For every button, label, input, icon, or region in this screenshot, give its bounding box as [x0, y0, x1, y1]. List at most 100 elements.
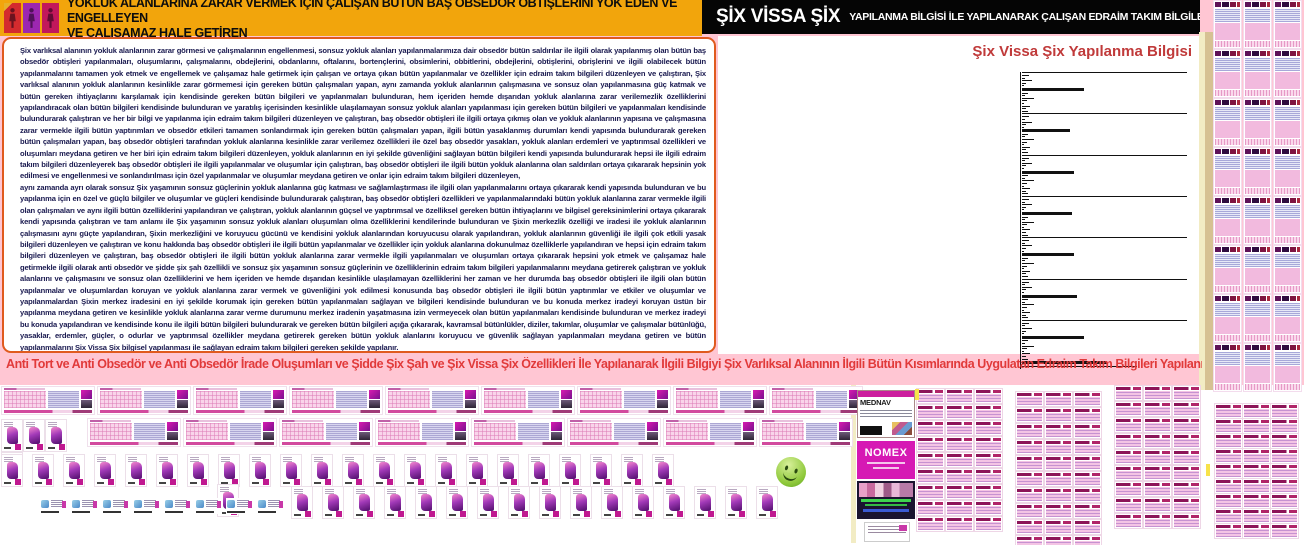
- thumbnail-header: [1244, 295, 1271, 302]
- mini-card-title-bar: [1046, 393, 1071, 396]
- mini-card-title-bar: [976, 454, 1001, 457]
- mini-card-body: [976, 474, 1001, 482]
- purple-figure-image: [669, 494, 680, 511]
- minimap-line: [1022, 226, 1024, 228]
- mini-card-body: [1145, 487, 1170, 495]
- listing-icon: [41, 500, 49, 508]
- thumbnail-body: [1215, 170, 1240, 187]
- mini-card-title-bar: [1244, 420, 1269, 423]
- thumbnail-header: [1244, 50, 1271, 57]
- thumbnail-header: [1274, 197, 1301, 204]
- mini-card-body: [1145, 503, 1170, 511]
- mini-card-body: [918, 458, 943, 466]
- mini-card-body: [1272, 514, 1297, 522]
- thumbnail-footer-grid: [1245, 237, 1270, 243]
- thumbnail-footer-bar: [282, 442, 370, 445]
- purple-figure-image: [441, 462, 452, 479]
- mini-card-title-bar: [1116, 515, 1141, 518]
- minimap-line: [1022, 328, 1032, 330]
- mini-card-title-bar: [1017, 489, 1042, 492]
- product-text-lines: [26, 422, 35, 427]
- mini-card-body: [1075, 429, 1100, 437]
- mini-card-thumbnail: [1215, 464, 1242, 478]
- thumbnail-footer-grid: [1245, 384, 1270, 390]
- thumbnail-footer-grid: [1275, 286, 1300, 292]
- minimap-line: [1022, 126, 1024, 128]
- mini-card-body: [1174, 487, 1199, 495]
- minimap-line: [1022, 319, 1187, 321]
- product-label: [252, 482, 259, 484]
- mini-card-body: [976, 522, 1001, 530]
- mini-card-thumbnail: [1074, 424, 1101, 438]
- mini-card-title-bar: [1075, 489, 1100, 492]
- mini-card-body: [1046, 525, 1071, 533]
- minimap-line: [1022, 361, 1107, 365]
- thumbnail-footer-grid: [1275, 188, 1300, 194]
- mini-card-body: [947, 522, 972, 530]
- mini-card-thumbnail: [946, 469, 973, 483]
- product-chip: [398, 511, 404, 517]
- mini-card-body: [1244, 514, 1269, 522]
- minimap-line: [1022, 345, 1034, 347]
- listing-icon: [227, 500, 235, 508]
- product-thumbnail: [292, 487, 312, 518]
- mini-card-body: [1075, 525, 1100, 533]
- thumbnail-body: [1275, 170, 1300, 187]
- mini-card-title-bar: [918, 502, 943, 505]
- product-chip: [15, 479, 21, 485]
- mini-card-thumbnail: [1115, 514, 1142, 528]
- thumbnail-text-block: [710, 423, 741, 440]
- mini-card-thumbnail: [1074, 440, 1101, 454]
- mini-card-body: [1046, 397, 1071, 405]
- minimap-line: [1022, 250, 1024, 252]
- product-text-lines: [325, 489, 334, 494]
- mini-card-title-bar: [947, 502, 972, 505]
- mini-card-title-bar: [1046, 537, 1071, 540]
- mini-card-body: [1075, 461, 1100, 469]
- mini-card-title-bar: [1272, 465, 1297, 468]
- thumbnail-body: [1275, 366, 1300, 383]
- mini-card-thumbnail: [1016, 520, 1043, 534]
- mini-card-title-bar: [1116, 387, 1141, 390]
- mini-card-thumbnail: [1243, 494, 1270, 508]
- minimap-line: [1022, 348, 1027, 350]
- mini-card-thumbnail: [1016, 488, 1043, 502]
- listing-text-lines: [82, 500, 94, 507]
- thumbnail-pink-grid: [292, 391, 334, 408]
- minimap-line: [1022, 219, 1025, 221]
- thumbnail-footer-bar: [292, 410, 380, 413]
- landscape-thumbnail: [568, 419, 660, 446]
- mini-card-thumbnail: [1144, 418, 1171, 432]
- thumbnail-dark-chip: [657, 400, 668, 408]
- mini-card-title-bar: [1272, 420, 1297, 423]
- mini-card-thumbnail: [1115, 450, 1142, 464]
- mini-card-thumbnail: [1045, 424, 1072, 438]
- mini-card-body: [1174, 471, 1199, 479]
- purple-figure-image: [69, 462, 80, 479]
- listing-baseline: [134, 511, 152, 513]
- mini-card-title-bar: [1145, 451, 1170, 454]
- mednav-card: MEDNAV: [857, 390, 915, 438]
- mini-card-thumbnail: [1115, 434, 1142, 448]
- mini-card-body: [1046, 541, 1071, 545]
- purple-figure-image: [7, 462, 18, 479]
- mednav-black-block: [860, 426, 882, 435]
- banner-line1: YOKLUK ALANLARINA ZARAR VERMEK İÇİN ÇALI…: [67, 0, 678, 25]
- mini-card-body: [1116, 423, 1141, 431]
- mini-card-thumbnail: [1115, 482, 1142, 496]
- product-label: [128, 482, 135, 484]
- minimap-line: [1022, 224, 1027, 226]
- mini-card-title-bar: [947, 486, 972, 489]
- mini-card-title-bar: [1272, 435, 1297, 438]
- mini-card-title-bar: [1216, 450, 1241, 453]
- mini-card-title-bar: [1075, 441, 1100, 444]
- mednav-photo-chip: [892, 422, 912, 435]
- product-thumbnail: [416, 487, 436, 518]
- mini-card-thumbnail: [1215, 419, 1242, 433]
- minimap-line: [1022, 190, 1026, 192]
- minimap-line: [1022, 157, 1029, 159]
- minimap-line: [1022, 102, 1024, 104]
- mini-card-title-bar: [1174, 419, 1199, 422]
- mini-card-title-bar: [918, 406, 943, 409]
- product-thumbnail: [571, 487, 591, 518]
